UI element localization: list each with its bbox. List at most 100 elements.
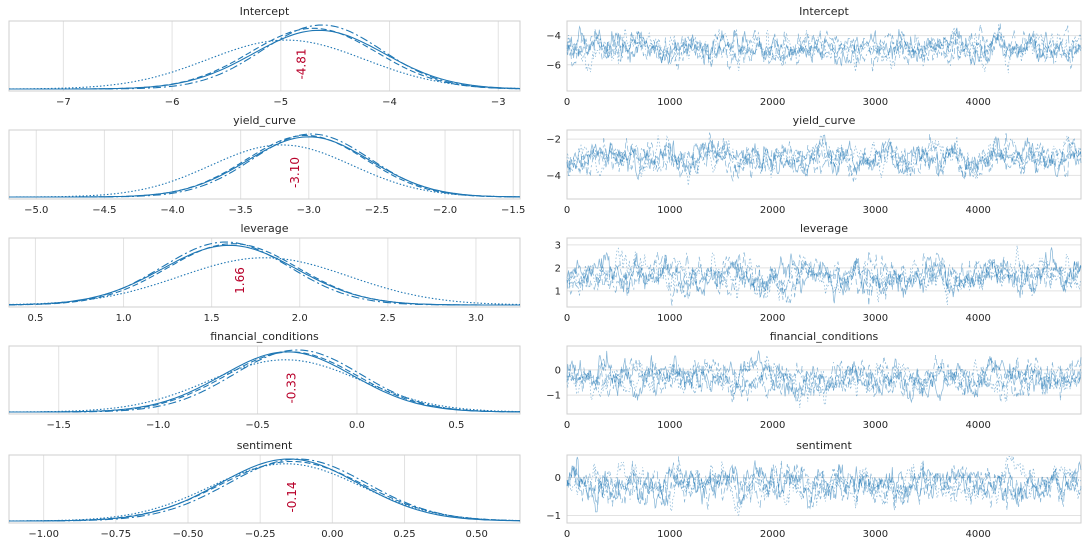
density-line-chain-0 [9, 458, 521, 522]
x-tick-label: 3000 [863, 420, 888, 431]
y-tick-label: −4 [546, 171, 561, 182]
x-tick-label: −1.5 [501, 205, 525, 216]
x-tick-label: 4000 [965, 420, 990, 431]
panel-frame [566, 20, 1082, 92]
trace-line-chain-3 [566, 456, 1082, 516]
panel-frame [8, 237, 521, 308]
panel-title: leverage [800, 222, 848, 235]
panel-title: financial_conditions [770, 330, 879, 343]
x-tick-label: −2.5 [365, 205, 389, 216]
density-line-chain-2 [9, 241, 520, 306]
y-tick-label: 3 [555, 240, 561, 251]
density-line-chain-0 [9, 136, 520, 198]
density-panel [8, 454, 521, 524]
y-tick-label: −1 [546, 511, 561, 522]
mean-annotation: -3.10 [288, 157, 302, 188]
panel-title: yield_curve [793, 114, 856, 127]
x-tick-label: 1000 [657, 313, 682, 324]
panel-frame [8, 20, 521, 92]
y-tick-label: −4 [546, 31, 561, 42]
x-tick-label: 2000 [760, 529, 785, 540]
density-line-chain-1 [9, 460, 521, 522]
x-tick-label: −4.5 [92, 205, 116, 216]
trace-line-chain-3 [566, 134, 1082, 186]
x-tick-label: −1.5 [47, 420, 71, 431]
x-tick-label: 3000 [863, 97, 888, 108]
x-tick-label: 0 [564, 313, 570, 324]
density-panel [8, 20, 521, 92]
x-tick-label: 3.0 [468, 313, 484, 324]
y-tick-label: −6 [546, 60, 561, 71]
x-tick-label: 3000 [863, 313, 888, 324]
x-tick-label: 0.50 [466, 529, 488, 540]
x-tick-label: 0.25 [393, 529, 415, 540]
panel-title: Intercept [240, 5, 290, 18]
x-tick-label: −0.50 [173, 529, 204, 540]
x-tick-label: 2000 [760, 313, 785, 324]
trace-panel [566, 129, 1082, 200]
density-line-chain-1 [9, 134, 520, 198]
density-panel [8, 345, 521, 415]
y-tick-label: 2 [555, 263, 561, 274]
y-tick-label: 0 [555, 473, 561, 484]
density-line-chain-2 [9, 133, 520, 198]
x-tick-label: −0.75 [100, 529, 131, 540]
density-panel [8, 129, 521, 200]
x-tick-label: 4000 [965, 313, 990, 324]
trace-line-chain-2 [566, 25, 1082, 69]
x-tick-label: 1.0 [116, 313, 132, 324]
x-tick-label: 4000 [965, 529, 990, 540]
x-tick-label: 0.0 [349, 420, 365, 431]
trace-line-chain-2 [566, 131, 1082, 182]
x-tick-label: 0.00 [321, 529, 343, 540]
x-tick-label: 4000 [965, 97, 990, 108]
density-line-chain-3 [9, 144, 520, 198]
x-tick-label: −2.0 [433, 205, 457, 216]
x-tick-label: 0.5 [448, 420, 464, 431]
density-line-chain-2 [9, 349, 521, 413]
y-tick-label: −2 [546, 135, 561, 146]
density-line-chain-3 [9, 39, 520, 90]
trace-panel [566, 20, 1082, 92]
mean-annotation: 1.66 [233, 267, 247, 294]
panel-title: financial_conditions [210, 330, 319, 343]
trace-line-chain-1 [566, 23, 1082, 72]
density-line-chain-2 [9, 24, 520, 90]
density-panel [8, 237, 521, 308]
panel-title: leverage [240, 222, 288, 235]
trace-line-chain-2 [566, 460, 1082, 511]
panel-frame [566, 454, 1082, 524]
x-tick-label: −3.0 [297, 205, 321, 216]
trace-line-chain-1 [566, 456, 1082, 508]
density-line-chain-3 [9, 463, 521, 522]
trace-line-chain-2 [566, 357, 1082, 402]
trace-panel [566, 237, 1082, 308]
x-tick-label: −6 [165, 97, 180, 108]
x-tick-label: 3000 [863, 529, 888, 540]
x-tick-label: 0 [564, 529, 570, 540]
x-tick-label: 0 [564, 97, 570, 108]
mean-annotation: -0.14 [285, 481, 299, 512]
mean-annotation: -4.81 [294, 48, 308, 79]
y-tick-label: 0 [555, 365, 561, 376]
x-tick-label: 0 [564, 205, 570, 216]
x-tick-label: −4.0 [160, 205, 184, 216]
panel-title: Intercept [799, 5, 849, 18]
panel-title: sentiment [796, 439, 852, 452]
x-tick-label: −0.5 [245, 420, 269, 431]
x-tick-label: −5 [273, 97, 288, 108]
x-tick-label: 0 [564, 420, 570, 431]
density-line-chain-1 [9, 351, 521, 413]
x-tick-label: 2000 [760, 420, 785, 431]
x-tick-label: −3.5 [229, 205, 253, 216]
panel-frame [8, 129, 521, 200]
panel-title: yield_curve [233, 114, 296, 127]
panel-frame [566, 237, 1082, 308]
trace-line-chain-0 [566, 350, 1082, 404]
x-tick-label: −1.0 [146, 420, 170, 431]
trace-panel [566, 454, 1082, 524]
x-tick-label: 4000 [965, 205, 990, 216]
x-tick-label: 1000 [657, 97, 682, 108]
density-line-chain-0 [9, 244, 520, 306]
trace-panel [566, 345, 1082, 415]
